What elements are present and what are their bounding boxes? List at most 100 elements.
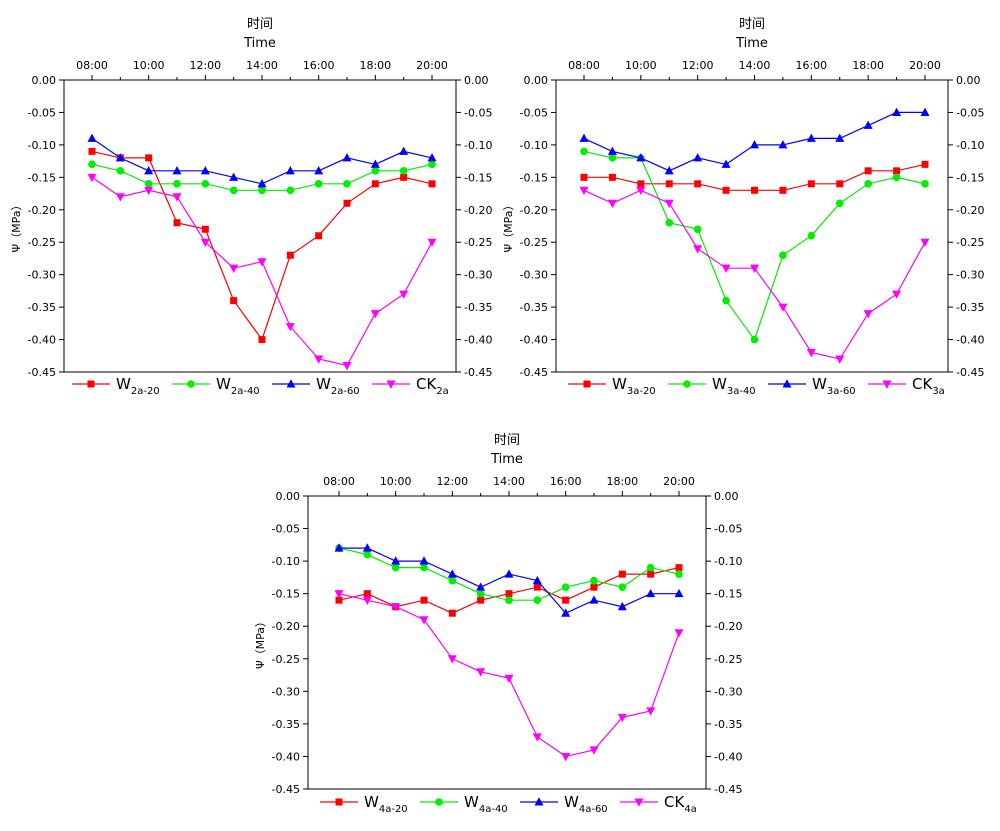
data-point [258, 186, 266, 195]
data-point [665, 180, 673, 188]
data-point [608, 173, 616, 181]
y-tick-label-right: -0.40 [956, 334, 984, 347]
legend-marker [882, 380, 892, 389]
data-point [675, 564, 683, 572]
y-tick-label-right: -0.15 [464, 171, 492, 184]
data-point [419, 616, 429, 625]
y-tick-label-left: -0.35 [272, 718, 300, 731]
data-point [343, 180, 351, 188]
data-point [315, 232, 323, 240]
data-point [646, 588, 656, 598]
y-tick-label-left: 0.00 [276, 490, 301, 503]
y-tick-label-right: -0.10 [714, 555, 742, 568]
data-point [580, 173, 588, 181]
data-point [342, 153, 352, 162]
data-point [750, 335, 759, 344]
y-tick-label-left: 0.00 [524, 74, 549, 87]
x-tick-label: 20:00 [416, 59, 448, 72]
data-point [779, 186, 787, 194]
data-point [561, 583, 570, 591]
data-point [863, 120, 873, 129]
data-point [87, 173, 97, 183]
x-tick-label: 12:00 [189, 59, 221, 72]
data-point [835, 133, 845, 142]
x-tick-label: 16:00 [795, 59, 827, 72]
data-point [504, 674, 514, 684]
data-point [145, 154, 153, 162]
y-tick-label-left: -0.30 [520, 269, 548, 282]
data-point [920, 238, 930, 248]
chart-title-cn: 时间 [247, 17, 273, 32]
chart-2: 时间 Time 08:00 10:00 12:00 14:00 16:00 18:00 20:0… [502, 17, 984, 397]
x-tick-label: 16:00 [550, 475, 582, 488]
data-point [200, 238, 210, 248]
data-point [864, 167, 872, 175]
data-point [420, 596, 428, 604]
y-tick-label-right: -0.35 [956, 301, 984, 314]
data-point [362, 596, 372, 605]
data-point [476, 582, 486, 591]
data-point [647, 570, 655, 578]
legend-marker [583, 380, 591, 388]
data-point [399, 167, 408, 175]
data-point [286, 186, 295, 195]
data-point [722, 186, 730, 194]
data-point [420, 563, 428, 572]
y-tick-label-right: -0.40 [464, 334, 492, 347]
data-point [314, 180, 323, 188]
data-point [229, 172, 239, 181]
data-point [363, 550, 372, 559]
data-point [921, 180, 929, 188]
data-point [371, 167, 380, 175]
legend-item: CK2a [372, 375, 449, 397]
data-point [391, 603, 401, 612]
data-point [399, 290, 409, 299]
legend-label: W4a-60 [564, 793, 608, 815]
data-point [172, 166, 182, 175]
data-point [864, 180, 872, 188]
data-point [608, 154, 617, 162]
y-tick-label-left: -0.30 [272, 685, 300, 698]
plot-frame [63, 79, 457, 373]
data-point [343, 199, 351, 207]
data-point [721, 264, 731, 273]
legend-marker [634, 798, 644, 807]
legend-item: W2a-40 [172, 375, 260, 397]
legend-item: W4a-40 [420, 793, 508, 815]
data-point [476, 668, 486, 677]
data-point [447, 655, 457, 664]
y-tick-label-right: -0.25 [956, 236, 984, 249]
y-tick-label-right: -0.45 [464, 366, 492, 379]
y-tick-label-right: -0.05 [714, 523, 742, 536]
data-point [88, 160, 96, 169]
y-tick-label-left: -0.15 [520, 171, 548, 184]
data-point [921, 160, 929, 168]
x-tick-label: 14:00 [246, 59, 278, 72]
data-point [173, 219, 181, 227]
y-tick-label-left: -0.20 [28, 204, 56, 217]
y-tick-label-right: -0.25 [714, 653, 742, 666]
data-point [505, 590, 513, 598]
plot-frame [555, 79, 949, 373]
data-point [617, 601, 627, 611]
y-tick-label-left: -0.10 [520, 139, 548, 152]
legend-item: W4a-60 [520, 793, 608, 815]
x-tick-label: 12:00 [436, 475, 468, 488]
y-tick-label-left: -0.40 [28, 334, 56, 347]
y-tick-label-left: -0.05 [272, 523, 300, 536]
data-point [694, 180, 702, 188]
data-point [836, 180, 844, 188]
x-tick-label: 18:00 [359, 59, 391, 72]
x-tick-label: 18:00 [606, 475, 638, 488]
legend-label: W2a-20 [116, 375, 160, 397]
data-point [693, 245, 703, 254]
data-point [391, 556, 401, 565]
data-point [893, 167, 901, 175]
data-point [144, 186, 154, 196]
data-point [778, 140, 788, 149]
legend-label: W3a-60 [812, 375, 856, 397]
y-tick-label-left: -0.20 [272, 620, 300, 633]
data-point [427, 238, 437, 248]
data-point [607, 199, 617, 209]
y-tick-label-left: -0.15 [272, 588, 300, 601]
